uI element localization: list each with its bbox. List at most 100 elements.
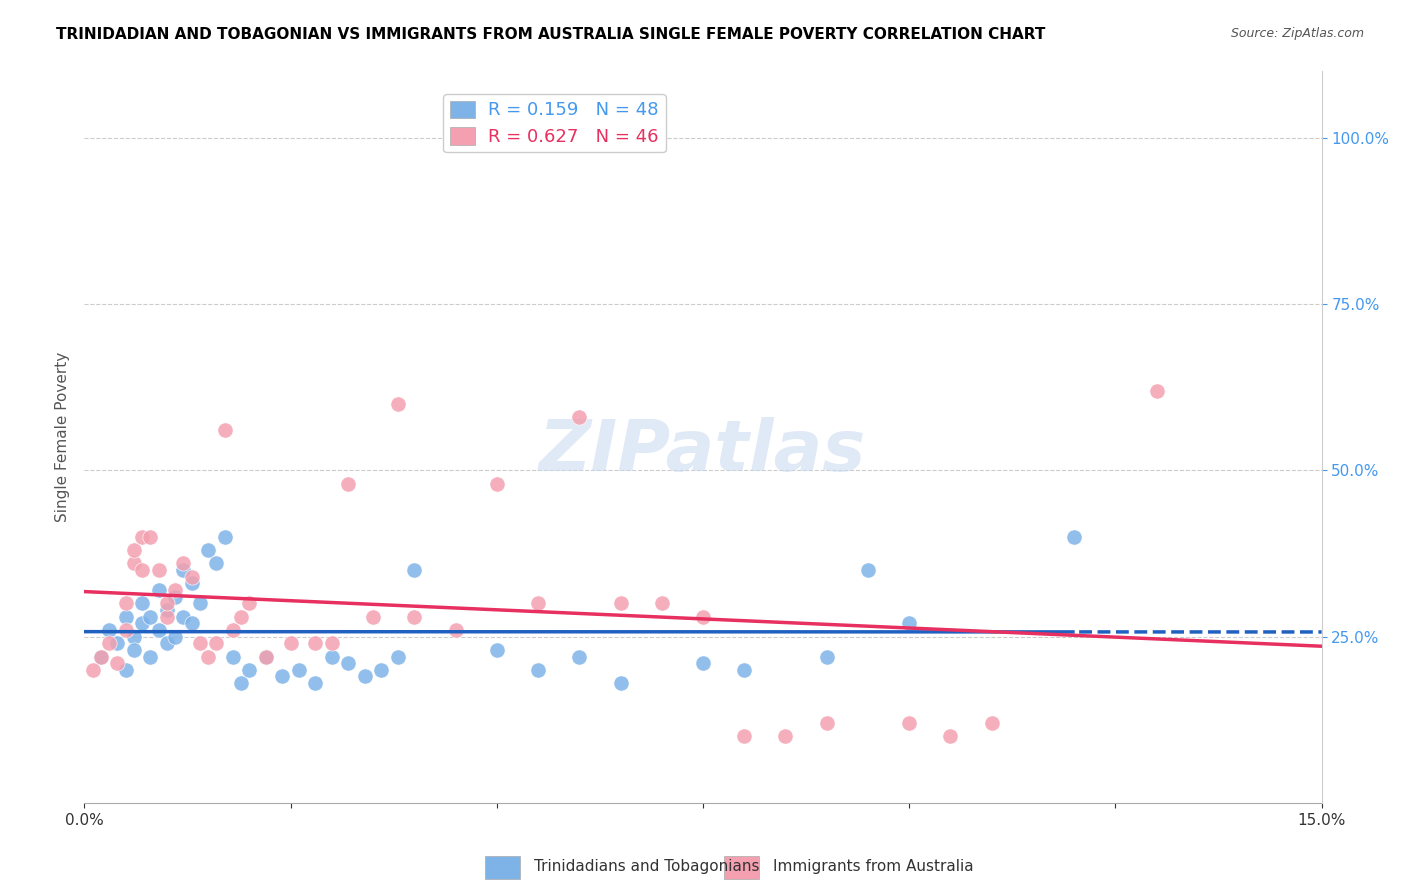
Point	[222, 649, 245, 664]
Point	[139, 609, 162, 624]
Point	[229, 609, 252, 624]
Point	[353, 669, 375, 683]
Point	[180, 570, 202, 584]
Point	[939, 729, 962, 743]
Point	[131, 616, 153, 631]
Point	[898, 616, 921, 631]
Text: TRINIDADIAN AND TOBAGONIAN VS IMMIGRANTS FROM AUSTRALIA SINGLE FEMALE POVERTY CO: TRINIDADIAN AND TOBAGONIAN VS IMMIGRANTS…	[56, 27, 1046, 42]
Point	[122, 557, 145, 571]
Point	[90, 649, 112, 664]
Point	[172, 609, 194, 624]
Point	[485, 476, 508, 491]
Point	[856, 563, 879, 577]
Point	[733, 729, 755, 743]
Point	[485, 643, 508, 657]
Point	[165, 590, 187, 604]
Point	[980, 716, 1002, 731]
Point	[1063, 530, 1085, 544]
Point	[609, 676, 631, 690]
Point	[139, 649, 162, 664]
Point	[148, 563, 170, 577]
Point	[271, 669, 294, 683]
Point	[527, 663, 550, 677]
Point	[361, 609, 384, 624]
Point	[172, 563, 194, 577]
Point	[165, 630, 187, 644]
Point	[337, 476, 360, 491]
Point	[692, 656, 714, 670]
Point	[131, 596, 153, 610]
Point	[90, 649, 112, 664]
Point	[114, 623, 136, 637]
Point	[156, 636, 179, 650]
Point	[122, 630, 145, 644]
Point	[131, 563, 153, 577]
Point	[815, 649, 838, 664]
Point	[105, 636, 128, 650]
Y-axis label: Single Female Poverty: Single Female Poverty	[55, 352, 70, 522]
Point	[238, 596, 260, 610]
Point	[898, 716, 921, 731]
Point	[815, 716, 838, 731]
Point	[692, 609, 714, 624]
Point	[98, 623, 121, 637]
Point	[105, 656, 128, 670]
Point	[527, 596, 550, 610]
Point	[172, 557, 194, 571]
Point	[82, 663, 104, 677]
Point	[775, 729, 797, 743]
Point	[304, 676, 326, 690]
Point	[214, 530, 236, 544]
Text: Immigrants from Australia: Immigrants from Australia	[773, 859, 974, 874]
Point	[238, 663, 260, 677]
Point	[337, 656, 360, 670]
Point	[148, 582, 170, 597]
Point	[156, 596, 179, 610]
Point	[114, 596, 136, 610]
Point	[609, 596, 631, 610]
Point	[205, 636, 228, 650]
Point	[188, 636, 211, 650]
Point	[114, 663, 136, 677]
Point	[304, 636, 326, 650]
Point	[197, 649, 219, 664]
Point	[131, 530, 153, 544]
Point	[156, 603, 179, 617]
Point	[197, 543, 219, 558]
Point	[387, 397, 409, 411]
Legend: R = 0.159   N = 48, R = 0.627   N = 46: R = 0.159 N = 48, R = 0.627 N = 46	[443, 95, 665, 153]
Point	[651, 596, 673, 610]
Point	[254, 649, 277, 664]
Point	[98, 636, 121, 650]
Point	[444, 623, 467, 637]
Point	[180, 576, 202, 591]
Text: Source: ZipAtlas.com: Source: ZipAtlas.com	[1230, 27, 1364, 40]
Point	[280, 636, 302, 650]
Point	[288, 663, 311, 677]
Point	[122, 643, 145, 657]
Point	[1146, 384, 1168, 398]
Point	[404, 563, 426, 577]
Text: Trinidadians and Tobagonians: Trinidadians and Tobagonians	[534, 859, 759, 874]
Point	[180, 616, 202, 631]
Point	[404, 609, 426, 624]
Point	[148, 623, 170, 637]
Point	[114, 609, 136, 624]
Point	[222, 623, 245, 637]
Point	[321, 649, 343, 664]
Point	[254, 649, 277, 664]
Point	[568, 410, 591, 425]
Point	[568, 649, 591, 664]
Point	[139, 530, 162, 544]
Point	[321, 636, 343, 650]
Point	[214, 424, 236, 438]
Point	[370, 663, 392, 677]
Text: ZIPatlas: ZIPatlas	[540, 417, 866, 486]
Point	[156, 609, 179, 624]
Point	[122, 543, 145, 558]
Point	[387, 649, 409, 664]
Point	[205, 557, 228, 571]
Point	[229, 676, 252, 690]
Point	[188, 596, 211, 610]
Point	[165, 582, 187, 597]
